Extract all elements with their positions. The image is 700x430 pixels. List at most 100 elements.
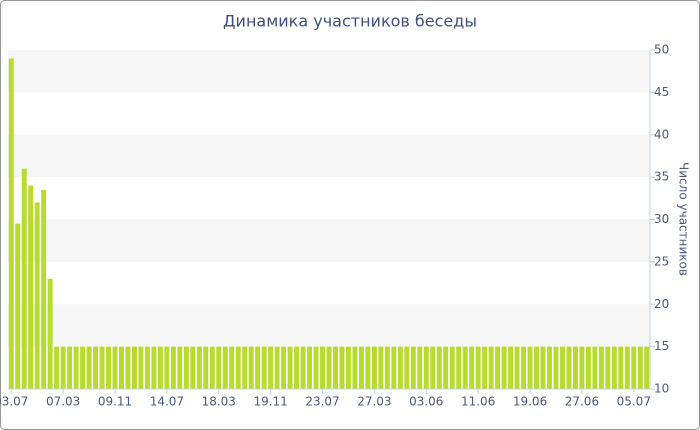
bar [41, 189, 47, 389]
bar [242, 346, 248, 389]
bar [320, 346, 325, 389]
plot-band [8, 304, 650, 347]
bar [333, 346, 338, 389]
bar [80, 346, 86, 389]
bar [397, 346, 403, 389]
bar [106, 346, 111, 389]
bar [229, 346, 235, 389]
bar [559, 346, 565, 389]
y-axis-title: Число участников [677, 162, 691, 276]
bar [391, 346, 397, 389]
bar [365, 346, 371, 389]
bar [605, 346, 611, 389]
bar [268, 346, 274, 389]
bar [579, 346, 585, 389]
bar [534, 346, 539, 389]
x-tick-label: 23.07 [305, 395, 339, 409]
bar [436, 346, 442, 389]
bar [255, 346, 261, 389]
bar [339, 346, 345, 389]
bar [222, 346, 228, 389]
bar [248, 346, 254, 389]
bar [637, 346, 643, 389]
x-tick-label: 19.06 [513, 395, 547, 409]
x-tick-label: 27.06 [565, 395, 599, 409]
bar [15, 223, 21, 389]
bar [469, 346, 475, 389]
bar [475, 346, 481, 389]
bar [177, 346, 183, 389]
bar [384, 346, 390, 389]
bar [585, 346, 591, 389]
y-tick-label: 15 [654, 339, 669, 353]
bar [508, 346, 514, 389]
bar [60, 346, 66, 389]
bar [274, 346, 280, 389]
bar [456, 346, 462, 389]
bar [501, 346, 507, 389]
bar [624, 346, 630, 389]
bar [112, 346, 118, 389]
bar [417, 346, 423, 389]
y-tick-label: 50 [654, 43, 669, 57]
bar [261, 346, 267, 389]
bar [300, 346, 306, 389]
y-tick-label: 40 [654, 127, 669, 141]
y-tick-label: 10 [654, 382, 669, 396]
bar [527, 346, 533, 389]
bar [93, 346, 99, 389]
plot-band [8, 134, 650, 178]
bar [21, 168, 27, 389]
bar [423, 346, 429, 389]
x-tick-label: 19.11 [253, 395, 287, 409]
bar [404, 346, 410, 389]
y-tick-label: 30 [654, 212, 669, 226]
bar [203, 346, 209, 389]
x-tick-label: 09.11 [98, 395, 132, 409]
bar [125, 346, 131, 389]
bar [28, 185, 34, 389]
bar [378, 346, 384, 389]
bar [430, 346, 436, 389]
x-tick-label: 27.03 [357, 395, 391, 409]
x-tick-label: 18.03 [202, 395, 236, 409]
bar [352, 346, 358, 389]
bar [410, 346, 416, 389]
bar [618, 346, 624, 389]
bar [462, 346, 468, 389]
bar [86, 346, 92, 389]
chart-title: Динамика участников беседы [223, 12, 477, 31]
y-tick-label: 35 [654, 170, 669, 184]
bar [157, 346, 163, 389]
plot-band [8, 50, 650, 93]
bar [547, 346, 552, 389]
bar [611, 346, 617, 389]
bar [592, 346, 598, 389]
bar [482, 346, 488, 389]
bar [190, 346, 196, 389]
y-tick-label: 45 [654, 85, 669, 99]
bar [294, 346, 300, 389]
bar [196, 346, 202, 389]
bar [209, 346, 215, 389]
bar [8, 58, 14, 389]
bar [138, 346, 144, 389]
bar [358, 346, 364, 389]
bar [488, 346, 494, 389]
x-tick-label: 03.07 [0, 395, 28, 409]
bar [73, 346, 79, 389]
bar [521, 346, 527, 389]
bar [183, 346, 189, 389]
bar [67, 346, 73, 389]
bar [443, 346, 449, 389]
bar [170, 346, 176, 389]
x-tick-label: 11.06 [461, 395, 495, 409]
bar [54, 346, 60, 389]
y-tick-label: 25 [654, 254, 669, 268]
x-tick-label: 05.07 [617, 395, 651, 409]
bar [572, 346, 578, 389]
bar [540, 346, 546, 389]
bar [287, 346, 293, 389]
bar [34, 202, 40, 389]
